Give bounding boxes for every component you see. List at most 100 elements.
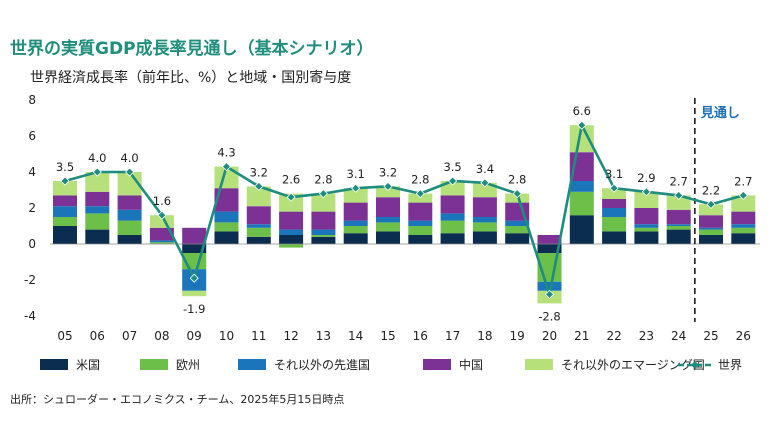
legend-label-europe: 欧州 <box>176 358 200 372</box>
bar-segment-us <box>569 215 594 244</box>
bar-segment-china <box>117 195 142 210</box>
legend-label-china: 中国 <box>459 357 483 372</box>
bar-segment-us <box>537 244 562 253</box>
world-point <box>254 181 264 191</box>
bar-segment-china <box>182 227 207 244</box>
bar-segment-other_developed <box>569 181 594 192</box>
world-point <box>286 192 296 202</box>
bar-segment-europe <box>117 220 142 235</box>
bar-segment-china <box>408 202 433 221</box>
y-tick-label: 8 <box>28 93 36 107</box>
bar-segment-china <box>53 195 77 207</box>
bar-segment-other_emerging <box>634 191 659 208</box>
world-point <box>318 189 328 199</box>
world-point <box>738 190 748 200</box>
world-data-label: 2.8 <box>508 173 526 187</box>
world-data-label: 3.2 <box>379 165 397 179</box>
bar-segment-europe <box>214 222 239 232</box>
bar-segment-china <box>279 211 304 230</box>
bar-segment-other_emerging <box>117 172 142 196</box>
bar-segment-other_emerging <box>182 290 207 297</box>
bar-segment-other_emerging <box>602 188 627 199</box>
x-tick-label: 12 <box>283 329 298 343</box>
legend-swatch-us <box>40 359 68 370</box>
x-tick-label: 21 <box>574 329 589 343</box>
bar-segment-china <box>666 209 691 225</box>
world-point <box>60 176 70 186</box>
bar-segment-china <box>472 197 497 217</box>
legend-swatch-europe <box>140 359 168 370</box>
world-data-label: 2.9 <box>637 171 655 185</box>
bar-segment-other_developed <box>731 224 756 228</box>
world-point <box>609 183 619 193</box>
bar-segment-other_developed <box>440 213 465 221</box>
x-tick-label: 17 <box>445 329 460 343</box>
bar-segment-china <box>311 211 336 230</box>
world-point <box>448 176 458 186</box>
bar-segment-china <box>149 227 174 241</box>
world-point <box>480 178 490 188</box>
bar-segment-other_developed <box>408 220 433 226</box>
x-tick-label: 22 <box>606 329 621 343</box>
world-data-label: 3.4 <box>476 162 494 176</box>
bar-segment-other_developed <box>311 229 336 235</box>
bar-segment-other_emerging <box>343 188 368 203</box>
y-tick-label: 2 <box>28 201 36 215</box>
x-tick-label: 06 <box>90 329 105 343</box>
world-data-label: 4.3 <box>217 146 235 160</box>
world-data-label: 4.0 <box>88 151 106 165</box>
bar-segment-other_emerging <box>472 182 497 198</box>
bar-segment-us <box>472 231 497 244</box>
world-data-label: 2.7 <box>734 174 752 188</box>
bar-segment-china <box>699 215 723 228</box>
world-data-label: 6.6 <box>573 104 591 118</box>
bar-segment-europe <box>440 220 465 234</box>
bar-segment-europe <box>408 226 433 235</box>
world-point <box>351 183 361 193</box>
world-data-label: 2.8 <box>411 173 429 187</box>
world-growth-line <box>64 121 744 295</box>
bar-segment-us <box>117 235 142 244</box>
x-tick-label: 10 <box>219 329 234 343</box>
bar-segment-other_developed <box>505 220 530 226</box>
bar-segment-other_emerging <box>731 195 756 212</box>
bar-segment-us <box>408 235 433 244</box>
bar-segment-europe <box>279 244 304 248</box>
bar-segment-other_emerging <box>85 172 110 192</box>
bar-segment-other_developed <box>117 209 142 221</box>
bar-segment-other_developed <box>537 281 562 291</box>
world-data-label: -2.8 <box>538 309 560 323</box>
world-data-label: 3.1 <box>347 167 365 181</box>
bar-segment-other_emerging <box>699 204 723 216</box>
bar-segment-us <box>602 231 627 244</box>
bar-segment-other_developed <box>376 217 400 223</box>
bar-segment-europe <box>343 226 368 234</box>
bar-segment-us <box>343 233 368 244</box>
x-tick-label: 16 <box>413 329 428 343</box>
world-point <box>641 187 651 197</box>
bar-segment-europe <box>666 226 691 230</box>
bar-segment-us <box>634 231 659 244</box>
world-point <box>157 210 167 220</box>
bar-segment-europe <box>569 191 594 216</box>
bar-segment-other_developed <box>343 220 368 226</box>
world-point <box>125 167 135 177</box>
x-tick-label: 20 <box>542 329 557 343</box>
bar-segment-us <box>666 229 691 244</box>
x-tick-label: 07 <box>122 329 137 343</box>
bar-segment-us <box>214 231 239 244</box>
bar-segment-us <box>311 236 336 244</box>
bar-segment-us <box>440 233 465 244</box>
bar-segment-europe <box>53 217 77 226</box>
x-tick-label: 05 <box>57 329 72 343</box>
x-tick-label: 15 <box>380 329 395 343</box>
bar-segment-us <box>699 235 723 244</box>
bar-segment-china <box>602 199 627 208</box>
bar-segment-us <box>182 244 207 253</box>
bar-segment-china <box>343 202 368 221</box>
world-point <box>189 273 199 283</box>
bar-segment-europe <box>85 213 110 230</box>
x-tick-label: 23 <box>639 329 654 343</box>
x-tick-label: 19 <box>510 329 525 343</box>
